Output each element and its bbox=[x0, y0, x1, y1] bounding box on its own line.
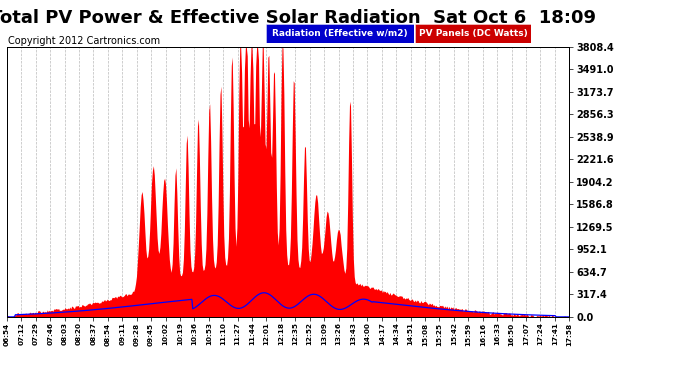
Text: Radiation (Effective w/m2): Radiation (Effective w/m2) bbox=[272, 29, 408, 38]
Text: Total PV Power & Effective Solar Radiation  Sat Oct 6  18:09: Total PV Power & Effective Solar Radiati… bbox=[0, 9, 596, 27]
Text: Copyright 2012 Cartronics.com: Copyright 2012 Cartronics.com bbox=[8, 36, 160, 46]
Text: PV Panels (DC Watts): PV Panels (DC Watts) bbox=[419, 29, 528, 38]
